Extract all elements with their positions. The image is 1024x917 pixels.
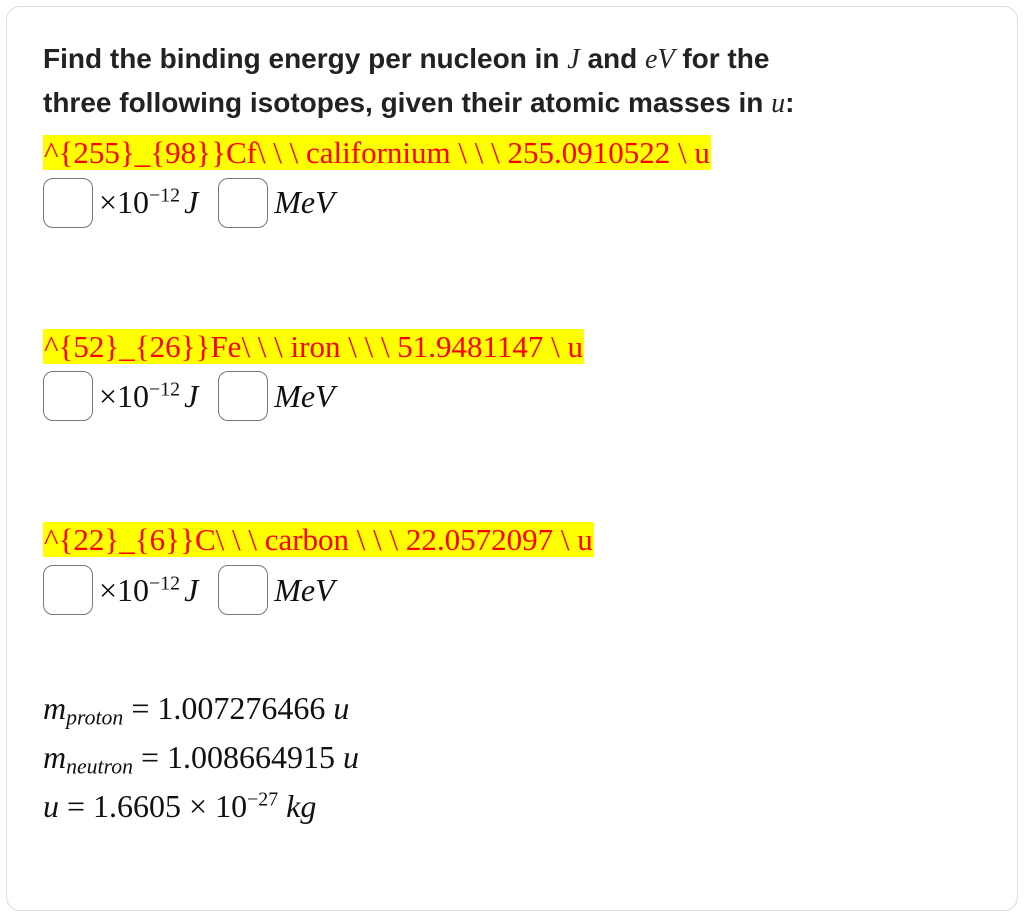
u-unit-2: u (343, 739, 359, 775)
times10-1: ×10−12 (99, 184, 180, 221)
prompt-part2: and (587, 43, 645, 74)
input-mev-2[interactable] (218, 371, 268, 421)
isotope-latex-2: ^{52}_{26}}Fe\ \ \ iron \ \ \ 51.9481147… (43, 329, 584, 364)
unit-mev-1: MeV (274, 184, 334, 221)
proton-subscript: proton (66, 706, 123, 730)
input-joules-3[interactable] (43, 565, 93, 615)
symbol-u: u (771, 88, 785, 119)
prompt-part3: for the (682, 43, 769, 74)
kg-unit: kg (278, 788, 316, 824)
prompt-part5: : (785, 87, 794, 118)
constant-neutron: mneutron = 1.008664915 u (43, 734, 981, 783)
input-joules-2[interactable] (43, 371, 93, 421)
proton-value: = 1.007276466 (123, 690, 333, 726)
m-symbol-1: m (43, 690, 66, 726)
constants-block: mproton = 1.007276466 u mneutron = 1.008… (43, 685, 981, 829)
answer-line-3: ×10−12 J MeV (43, 565, 981, 615)
input-joules-1[interactable] (43, 178, 93, 228)
input-mev-1[interactable] (218, 178, 268, 228)
isotope-latex-3: ^{22}_{6}}C\ \ \ carbon \ \ \ 22.0572097… (43, 522, 594, 557)
unit-J-2: J (184, 378, 198, 415)
constant-proton: mproton = 1.007276466 u (43, 685, 981, 734)
prompt-part4: three following isotopes, given their at… (43, 87, 771, 118)
unit-mev-2: MeV (274, 378, 334, 415)
isotope-latex-1: ^{255}_{98}}Cf\ \ \ californium \ \ \ 25… (43, 135, 711, 170)
answer-line-2: ×10−12 J MeV (43, 371, 981, 421)
prompt-part1: Find the binding energy per nucleon in (43, 43, 567, 74)
input-mev-3[interactable] (218, 565, 268, 615)
neutron-subscript: neutron (66, 755, 133, 779)
constant-u: u = 1.6605 × 10−27 kg (43, 783, 981, 829)
isotope-row-2: ^{52}_{26}}Fe\ \ \ iron \ \ \ 51.9481147… (43, 326, 981, 422)
u-symbol: u (43, 788, 59, 824)
problem-card: Find the binding energy per nucleon in J… (6, 6, 1018, 911)
unit-J-3: J (184, 572, 198, 609)
unit-mev-3: MeV (274, 572, 334, 609)
answer-line-1: ×10−12 J MeV (43, 178, 981, 228)
times10-3: ×10−12 (99, 572, 180, 609)
u-unit-1: u (333, 690, 349, 726)
times10-2: ×10−12 (99, 378, 180, 415)
m-symbol-2: m (43, 739, 66, 775)
symbol-J: J (567, 44, 579, 75)
neutron-value: = 1.008664915 (133, 739, 343, 775)
unit-J-1: J (184, 184, 198, 221)
u-equals: = 1.6605 × 10 (59, 788, 247, 824)
u-exponent: −27 (247, 789, 278, 811)
symbol-eV: eV (645, 44, 675, 75)
isotope-row-3: ^{22}_{6}}C\ \ \ carbon \ \ \ 22.0572097… (43, 519, 981, 615)
prompt-text: Find the binding energy per nucleon in J… (43, 37, 981, 126)
isotope-row-1: ^{255}_{98}}Cf\ \ \ californium \ \ \ 25… (43, 132, 981, 228)
